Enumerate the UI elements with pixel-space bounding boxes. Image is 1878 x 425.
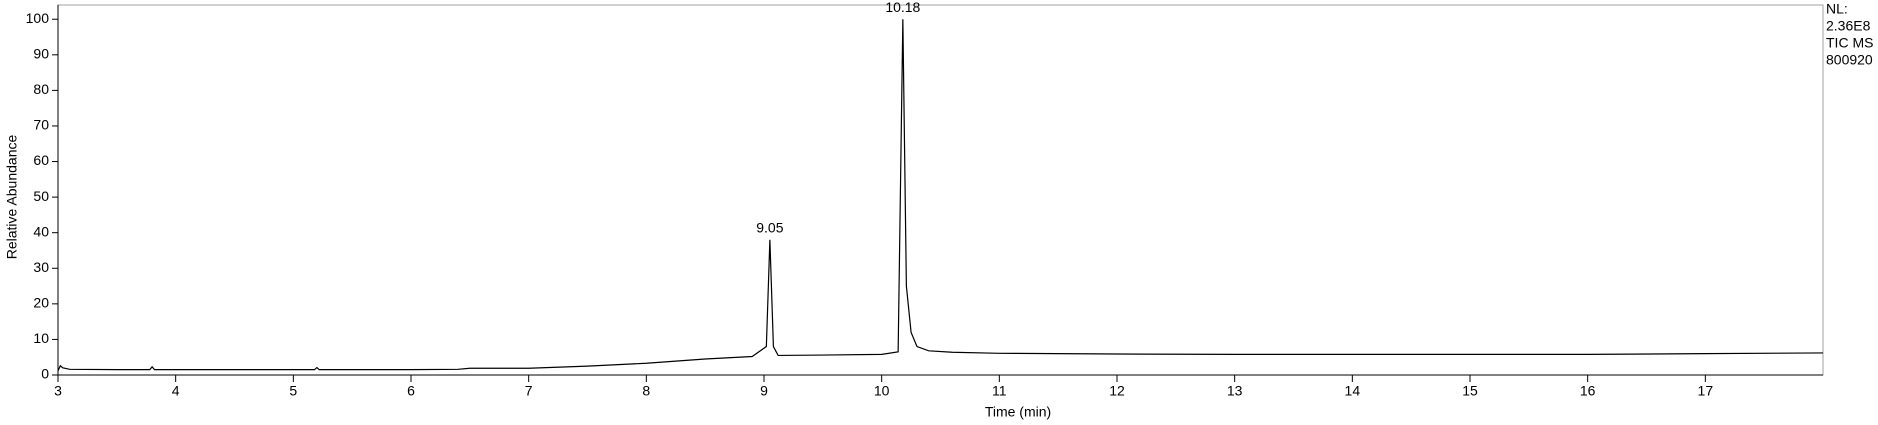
x-axis-label: Time (min): [985, 404, 1051, 420]
peak-label: 10.18: [885, 0, 920, 15]
y-tick-label: 20: [33, 295, 49, 311]
plot-area: [57, 4, 1824, 376]
x-tick-label: 11: [992, 383, 1007, 399]
x-tick-label: 12: [1109, 383, 1125, 399]
x-tick-label: 9: [760, 383, 768, 399]
info-text: TIC MS: [1826, 35, 1873, 51]
y-tick-label: 80: [33, 81, 49, 97]
y-tick-label: 90: [33, 46, 49, 62]
x-tick-label: 7: [525, 383, 533, 399]
y-tick-label: 70: [33, 117, 49, 133]
x-tick-label: 10: [874, 383, 890, 399]
info-text: NL:: [1826, 1, 1848, 17]
x-tick-label: 13: [1227, 383, 1243, 399]
x-tick-label: 4: [172, 383, 180, 399]
x-tick-label: 3: [54, 383, 62, 399]
info-text: 2.36E8: [1826, 18, 1871, 34]
y-axis-label: Relative Abundance: [4, 135, 20, 260]
x-tick-label: 8: [642, 383, 650, 399]
y-tick-label: 30: [33, 259, 49, 275]
x-tick-label: 14: [1345, 383, 1361, 399]
x-tick-label: 5: [289, 383, 297, 399]
trace: [57, 19, 1824, 371]
info-text: 800920: [1826, 52, 1873, 68]
x-tick-label: 16: [1580, 383, 1596, 399]
x-tick-label: 15: [1462, 383, 1478, 399]
peak-label: 9.05: [756, 220, 783, 236]
y-tick-label: 10: [33, 330, 49, 346]
y-tick-label: 40: [33, 223, 49, 239]
x-tick-label: 6: [407, 383, 415, 399]
y-tick-label: 0: [41, 366, 49, 382]
y-tick-label: 50: [33, 188, 49, 204]
y-tick-label: 60: [33, 152, 49, 168]
y-tick-label: 100: [26, 10, 50, 26]
x-tick-label: 17: [1698, 383, 1714, 399]
